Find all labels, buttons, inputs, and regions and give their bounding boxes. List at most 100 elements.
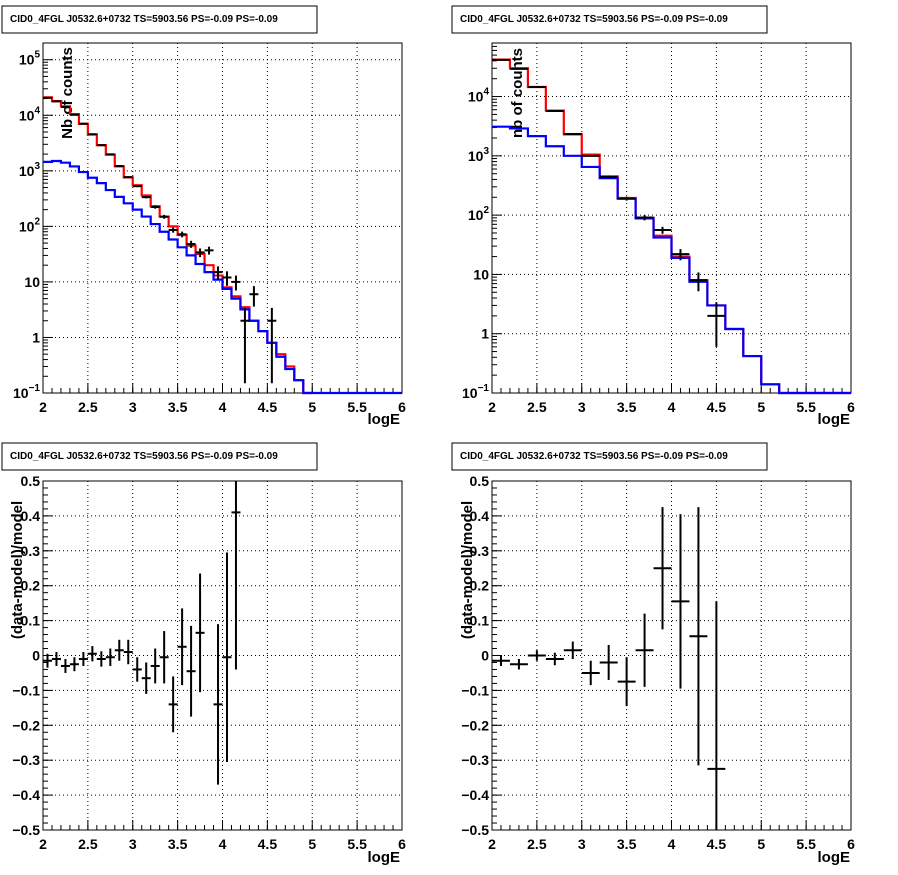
x-tick-label: 2.5 bbox=[78, 399, 98, 415]
data-point bbox=[653, 226, 672, 234]
data-point bbox=[671, 514, 690, 689]
data-point bbox=[635, 613, 654, 687]
y-tick-label: −0.1 bbox=[12, 682, 40, 698]
panel-residual-fine: CID0_4FGL J0532.6+0732 TS=5903.56 PS=-0.… bbox=[1, 442, 406, 866]
y-tick-label: −0.3 bbox=[461, 752, 489, 768]
title-box bbox=[451, 5, 768, 34]
data-point bbox=[222, 271, 232, 286]
data-point bbox=[141, 662, 151, 694]
y-tick-label: 0.2 bbox=[470, 578, 490, 594]
data-point bbox=[509, 658, 528, 670]
y-tick-label: 104 bbox=[468, 87, 490, 105]
data-point bbox=[231, 275, 241, 291]
data-point bbox=[563, 132, 582, 135]
data-point bbox=[195, 573, 205, 693]
x-tick-label: 5.5 bbox=[347, 836, 367, 852]
y-tick-label: 0.4 bbox=[21, 508, 41, 524]
data-point bbox=[177, 231, 187, 238]
x-tick-label: 3.5 bbox=[168, 836, 188, 852]
x-tick-label: 2.5 bbox=[78, 836, 98, 852]
data-point bbox=[635, 214, 654, 221]
x-tick-label: 3 bbox=[578, 399, 586, 415]
data-point bbox=[213, 266, 223, 280]
data-point bbox=[51, 652, 61, 666]
data-point bbox=[87, 646, 97, 662]
data-point bbox=[78, 122, 88, 125]
x-tick-label: 6 bbox=[847, 399, 855, 415]
title-box bbox=[1, 5, 318, 34]
data-point bbox=[581, 154, 600, 157]
y-tick-label: 0.1 bbox=[470, 613, 490, 629]
x-tick-label: 5 bbox=[757, 399, 765, 415]
y-tick-label: 1 bbox=[32, 329, 40, 345]
x-tick-label: 3.5 bbox=[168, 399, 188, 415]
y-tick-label: 10 bbox=[24, 274, 40, 290]
data-point bbox=[599, 645, 618, 680]
data-point bbox=[563, 641, 582, 659]
data-point bbox=[150, 205, 160, 209]
x-tick-label: 4.5 bbox=[258, 836, 278, 852]
data-point bbox=[186, 240, 196, 248]
y-tick-label: 0 bbox=[32, 648, 40, 664]
x-tick-label: 5.5 bbox=[347, 399, 367, 415]
y-axis-label: nb of counts bbox=[509, 48, 526, 138]
data-point bbox=[671, 249, 690, 261]
x-tick-label: 4.5 bbox=[707, 836, 727, 852]
x-tick-label: 4.5 bbox=[258, 399, 278, 415]
y-tick-label: −0.5 bbox=[461, 822, 489, 838]
panel-counts-fine: CID0_4FGL J0532.6+0732 TS=5903.56 PS=-0.… bbox=[1, 5, 406, 428]
data-point bbox=[159, 631, 169, 684]
data-point bbox=[581, 660, 600, 686]
y-tick-label: 0.5 bbox=[21, 473, 41, 489]
histogram-model-component bbox=[492, 125, 851, 395]
data-point bbox=[689, 272, 708, 292]
x-axis-label: logE bbox=[368, 849, 401, 866]
y-tick-label: −0.2 bbox=[461, 717, 489, 733]
chart-title: CID0_4FGL J0532.6+0732 TS=5903.56 PS=-0.… bbox=[10, 14, 278, 25]
x-tick-label: 3 bbox=[578, 836, 586, 852]
histogram-model-component bbox=[43, 159, 402, 395]
y-tick-label: 0.5 bbox=[470, 473, 490, 489]
data-point bbox=[132, 657, 142, 682]
y-tick-label: 0.3 bbox=[470, 543, 490, 559]
y-tick-label: 104 bbox=[19, 105, 41, 123]
x-tick-label: 4.5 bbox=[707, 399, 727, 415]
title-box bbox=[451, 442, 768, 471]
data-point bbox=[150, 648, 160, 684]
panel-counts-coarse: CID0_4FGL J0532.6+0732 TS=5903.56 PS=-0.… bbox=[451, 5, 855, 428]
x-tick-label: 4 bbox=[668, 836, 676, 852]
chart-title: CID0_4FGL J0532.6+0732 TS=5903.56 PS=-0.… bbox=[460, 14, 728, 25]
y-tick-label: 102 bbox=[468, 205, 490, 223]
x-tick-label: 2 bbox=[39, 399, 47, 415]
y-tick-label: 1 bbox=[481, 326, 489, 342]
y-tick-label: 103 bbox=[19, 161, 41, 179]
data-point bbox=[492, 655, 510, 666]
x-axis-label: logE bbox=[818, 411, 851, 428]
x-tick-label: 2.5 bbox=[527, 836, 547, 852]
y-tick-label: −0.5 bbox=[12, 822, 40, 838]
x-tick-label: 6 bbox=[847, 836, 855, 852]
y-tick-label: 0.3 bbox=[21, 543, 41, 559]
y-tick-label: −0.4 bbox=[12, 787, 40, 803]
data-point bbox=[159, 214, 169, 219]
x-tick-label: 5 bbox=[308, 836, 316, 852]
y-tick-label: 0.1 bbox=[21, 613, 41, 629]
x-tick-label: 5.5 bbox=[796, 399, 816, 415]
data-point bbox=[186, 625, 196, 717]
data-point bbox=[168, 676, 178, 733]
data-point bbox=[132, 185, 142, 188]
x-tick-label: 4 bbox=[219, 836, 227, 852]
data-point bbox=[105, 153, 115, 156]
y-tick-label: 0.4 bbox=[470, 508, 490, 524]
data-point bbox=[617, 657, 636, 707]
data-point bbox=[87, 133, 97, 136]
x-tick-label: 2 bbox=[488, 399, 496, 415]
y-tick-label: 10−1 bbox=[13, 383, 40, 401]
y-tick-label: −0.3 bbox=[12, 752, 40, 768]
data-point bbox=[599, 175, 618, 179]
data-point bbox=[43, 653, 52, 668]
x-tick-label: 3.5 bbox=[617, 836, 637, 852]
x-axis-label: logE bbox=[368, 411, 401, 428]
x-axis-label: logE bbox=[818, 849, 851, 866]
data-point bbox=[267, 307, 277, 384]
